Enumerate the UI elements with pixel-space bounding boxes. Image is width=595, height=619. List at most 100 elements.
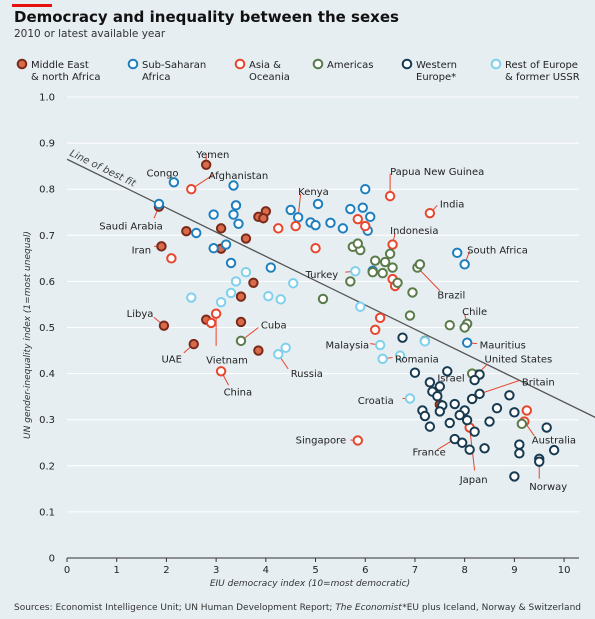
data-point <box>230 200 242 211</box>
data-point <box>387 239 398 250</box>
data-point <box>379 256 391 268</box>
data-point <box>461 414 473 426</box>
data-point <box>548 444 560 456</box>
data-point <box>464 444 475 455</box>
data-points <box>153 159 560 482</box>
data-point <box>367 266 378 278</box>
data-point <box>459 322 470 333</box>
data-point <box>345 276 356 287</box>
data-point <box>208 243 219 254</box>
data-point <box>345 203 356 215</box>
data-point <box>181 225 192 237</box>
legend-label: Western <box>416 60 457 71</box>
y-tick-label: 1.0 <box>39 93 55 104</box>
data-point <box>280 342 291 353</box>
country-label: Croatia <box>358 396 394 407</box>
data-point <box>225 287 237 299</box>
y-tick-label: 0.1 <box>39 507 55 518</box>
x-tick-label: 6 <box>362 565 368 576</box>
data-point <box>188 338 199 350</box>
data-point <box>355 301 366 312</box>
data-point <box>509 471 520 482</box>
data-point <box>384 190 396 202</box>
data-point <box>461 337 473 348</box>
chart-subtitle: 2010 or latest available year <box>14 28 166 40</box>
data-point <box>258 213 269 224</box>
legend-marker <box>234 58 246 70</box>
source-note: Sources: Economist Intelligence Unit; UN… <box>14 603 402 613</box>
country-label: South Africa <box>467 246 528 257</box>
country-label: Britain <box>522 377 555 388</box>
data-point <box>235 316 247 328</box>
country-label: Kenya <box>298 187 329 198</box>
data-point <box>275 294 286 305</box>
data-point <box>434 381 446 392</box>
data-point <box>514 448 525 459</box>
data-point <box>292 212 304 223</box>
country-label: Russia <box>291 369 323 380</box>
data-point <box>452 247 463 259</box>
country-label: Japan <box>459 475 488 486</box>
legend-label: Rest of Europe <box>505 60 578 71</box>
data-point <box>397 332 408 343</box>
legend-label: Sub-Saharan <box>142 60 206 71</box>
data-point <box>444 417 455 429</box>
data-point <box>240 266 252 278</box>
legend-label: Americas <box>327 60 373 71</box>
gridlines <box>67 96 579 559</box>
country-label: Congo <box>147 169 179 180</box>
country-label: Yemen <box>195 150 229 161</box>
data-point <box>449 398 460 410</box>
data-point <box>312 198 324 210</box>
data-point <box>228 180 239 191</box>
data-point <box>419 336 431 347</box>
data-point <box>444 319 455 331</box>
legend-marker <box>127 58 139 70</box>
data-point <box>233 218 244 229</box>
data-point <box>158 320 170 331</box>
data-point <box>235 291 247 302</box>
data-point <box>404 310 416 321</box>
data-point <box>534 456 545 467</box>
data-point <box>541 422 552 433</box>
country-label: Malaysia <box>325 341 369 352</box>
legend-marker <box>312 58 324 70</box>
data-point <box>459 259 470 270</box>
country-label: Norway <box>529 482 567 493</box>
data-point <box>208 209 219 220</box>
data-point <box>350 266 361 277</box>
data-point <box>387 262 398 273</box>
y-tick-label: 0.5 <box>39 323 55 334</box>
legend-marker <box>401 58 413 70</box>
country-label: Chile <box>462 307 487 318</box>
country-label: Singapore <box>296 435 346 446</box>
data-point <box>432 390 443 402</box>
data-point <box>215 366 227 377</box>
country-label: France <box>412 447 445 458</box>
data-point <box>153 198 165 210</box>
data-point <box>357 202 368 213</box>
country-label: Mauritius <box>480 341 526 352</box>
data-point <box>434 406 446 417</box>
chart-title: Democracy and inequality between the sex… <box>14 8 399 26</box>
data-point <box>409 367 421 378</box>
x-tick-label: 3 <box>213 565 219 576</box>
data-point <box>215 223 227 234</box>
data-point <box>253 345 264 356</box>
country-label: Vietnam <box>206 355 248 366</box>
country-label: Afghanistan <box>209 171 269 182</box>
x-tick-label: 8 <box>461 565 467 576</box>
x-tick-labels: 0 1 2 3 4 5 6 7 8 9 10 <box>64 558 570 576</box>
country-label: Saudi Arabia <box>99 222 162 233</box>
y-tick-label: 0.2 <box>39 461 55 472</box>
country-label: Romania <box>395 354 439 365</box>
data-point <box>200 159 212 170</box>
data-point <box>265 262 277 273</box>
data-point <box>287 278 299 289</box>
data-point <box>384 248 396 259</box>
y-tick-labels: 0 0.1 0.2 0.3 0.4 0.5 0.6 0.7 0.8 0.9 1.0 <box>39 93 55 565</box>
data-point <box>248 277 259 288</box>
data-point <box>424 207 436 219</box>
data-point <box>360 184 371 195</box>
